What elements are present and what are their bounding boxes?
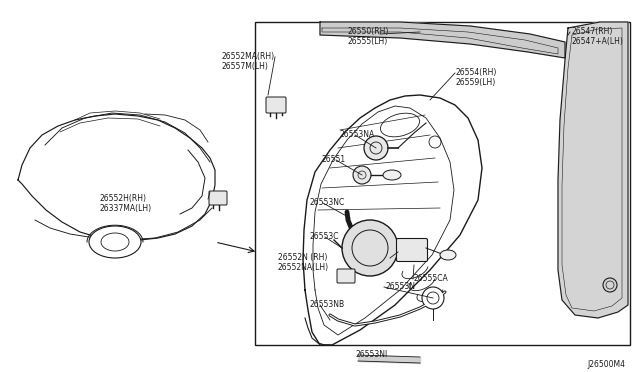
FancyBboxPatch shape (397, 238, 428, 262)
Text: 26551: 26551 (322, 155, 346, 164)
Text: 26552H(RH): 26552H(RH) (100, 194, 147, 203)
Text: 26552N (RH): 26552N (RH) (278, 253, 328, 262)
Polygon shape (320, 22, 565, 58)
FancyBboxPatch shape (266, 97, 286, 113)
Text: 26555(LH): 26555(LH) (348, 37, 388, 46)
Circle shape (422, 287, 444, 309)
Text: J26500M4: J26500M4 (587, 360, 625, 369)
Text: 26553NI: 26553NI (355, 350, 387, 359)
Polygon shape (558, 22, 628, 318)
Text: 26554(RH): 26554(RH) (456, 68, 497, 77)
Text: 26553C: 26553C (310, 232, 339, 241)
Circle shape (364, 136, 388, 160)
Ellipse shape (89, 226, 141, 258)
Text: 26557M(LH): 26557M(LH) (222, 62, 269, 71)
FancyBboxPatch shape (337, 269, 355, 283)
Text: 26555CA: 26555CA (414, 274, 449, 283)
FancyBboxPatch shape (209, 191, 227, 205)
Text: 26553NB: 26553NB (310, 300, 345, 309)
Text: 26552NA(LH): 26552NA(LH) (278, 263, 329, 272)
Text: 26547+A(LH): 26547+A(LH) (572, 37, 624, 46)
Text: 26553N: 26553N (385, 282, 415, 291)
Circle shape (342, 220, 398, 276)
Text: 26559(LH): 26559(LH) (456, 78, 496, 87)
Text: 26552MA(RH): 26552MA(RH) (222, 52, 275, 61)
Text: 26550(RH): 26550(RH) (348, 27, 389, 36)
Ellipse shape (440, 250, 456, 260)
Circle shape (353, 166, 371, 184)
Text: 26553NC: 26553NC (310, 198, 345, 207)
Text: 26547(RH): 26547(RH) (572, 27, 613, 36)
Text: 26337MA(LH): 26337MA(LH) (100, 204, 152, 213)
Ellipse shape (383, 170, 401, 180)
Bar (255, 22, 630, 345)
Text: 26553NA: 26553NA (340, 130, 375, 139)
